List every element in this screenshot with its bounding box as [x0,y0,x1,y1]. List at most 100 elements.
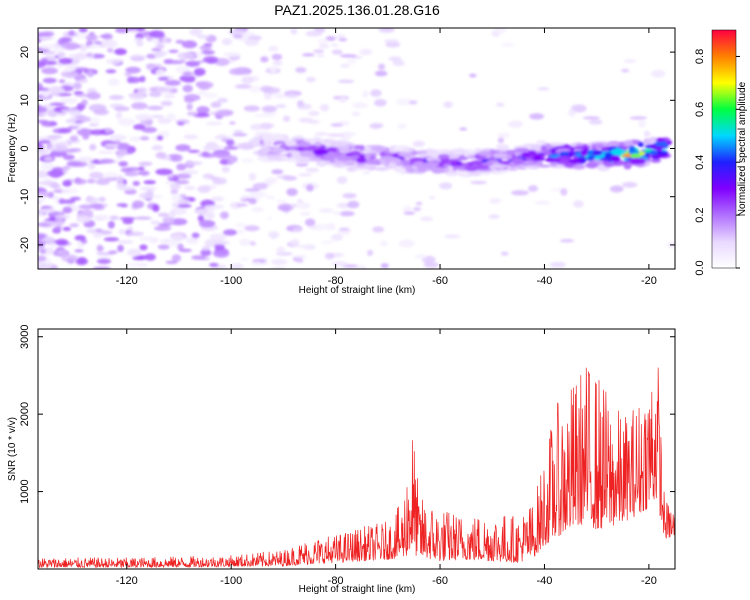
spectrogram-cell [651,69,666,78]
spectrogram-cell [362,170,371,175]
spectrogram-cell [89,171,104,179]
spectrogram-cell [377,63,386,70]
spectrogram-cell [40,162,54,171]
bottom-x-axis-label: Height of straight line (km) [299,584,416,595]
spectrogram-cell [227,155,238,163]
spectrogram-ridge-cell [269,134,285,140]
spectrogram-cell [144,253,156,261]
spectrogram-cell [122,218,134,225]
spectrogram-cell [305,30,323,37]
spectrogram-ridge-cell [330,141,343,147]
spectrogram-cell [229,68,246,76]
spectrogram-ridge-cell [572,165,586,170]
spectrogram-cell [104,127,113,134]
spectrogram-cell [195,81,214,89]
spectrogram-cell [140,170,149,177]
spectrogram-cell [62,226,72,232]
spectrogram-cell [197,90,207,95]
spectrogram-ridge-cell [474,148,482,153]
spectrogram-cell [155,43,165,50]
spectrogram-cell [177,198,190,205]
y-tick-label: 2000 [19,402,31,426]
spectrogram-cell [49,102,66,106]
spectrogram-cell [331,260,348,267]
spectrogram-ridge-cell [356,156,367,164]
spectrogram-cell [104,143,119,148]
spectrogram-cell [489,198,502,204]
y-tick-label: -10 [19,189,31,205]
spectrogram-ridge-cell [312,148,329,156]
bottom-y-axis-label: SNR (10 * v/v) [7,417,18,481]
spectrogram-cell [549,261,566,268]
spectrogram-ridge-cell [413,161,425,168]
spectrogram-cell [340,132,351,141]
spectrogram-cell [497,137,505,144]
spectrogram-ridge-cell [318,160,327,167]
spectrogram-cell [69,117,78,122]
y-tick-label: 0 [19,145,31,151]
spectrogram-ridge-cell [594,143,606,150]
spectrogram-cell [384,39,399,44]
spectrogram-cell [38,36,48,40]
spectrogram-cell [295,259,304,263]
spectrogram-cell [304,218,316,227]
spectrogram-ridge-cell [507,167,518,171]
spectrogram-cell [85,196,99,204]
spectrogram-cell [76,114,85,119]
spectrogram-cell [500,251,509,256]
spectrogram-cell [107,48,114,53]
spectrogram-cell [117,244,124,253]
spectrogram-ridge-cell [568,158,583,164]
spectrogram-cell [331,233,344,241]
spectrogram-cell [115,111,123,120]
colorbar-label: Normalized spectral amplitude [737,81,748,216]
spectrogram-cell [204,205,212,211]
spectrogram-cell [213,152,231,159]
spectrogram-cell [177,121,185,126]
spectrogram-ridge-cell [358,145,365,150]
spectrogram-ridge-cell [480,170,492,176]
spectrogram-cell [69,148,82,153]
spectrogram-cell [134,37,143,42]
spectrogram-cell [413,206,422,212]
spectrogram-cell [443,101,453,108]
spectrogram-ridge-cell [426,149,437,156]
spectrogram-cell [150,114,165,119]
spectrogram-ridge-cell [628,145,636,153]
spectrogram-cell [89,143,97,151]
spectrogram-cell [127,231,144,237]
spectrogram-cell [103,171,119,178]
spectrogram-ridge-cell [379,155,395,161]
spectrogram-cell [148,30,165,39]
spectrogram-cell [305,167,320,173]
spectrogram-ridge-cell [545,157,561,163]
spectrogram-cell [201,151,210,158]
spectrogram-cell [38,181,55,186]
spectrogram-cell [42,77,57,84]
spectrogram-cell [217,97,229,103]
spectrogram-cell [296,100,305,107]
spectrogram-cell [202,56,219,64]
spectrogram-ridge-cell [630,153,641,159]
spectrogram-cell [428,195,436,200]
spectrogram-cell [200,249,212,257]
spectrogram-cell [58,57,73,65]
spectrogram-cell [40,51,57,55]
spectrogram-cell [86,178,96,184]
spectrogram-cell [239,238,251,246]
spectrogram-cell [38,233,45,241]
spectrogram-cell [105,58,122,65]
spectrogram-cell [408,100,418,105]
spectrogram-cell [240,257,249,261]
spectrogram-cell [43,236,55,244]
spectrogram-cell [118,149,125,156]
spectrogram-ridge-cell [522,165,539,169]
spectrogram-cell [275,104,287,109]
spectrogram-cell [268,231,280,239]
spectrogram-cell [177,52,195,60]
spectrogram-ridge-cell [452,148,467,155]
spectrogram-cell [199,45,212,51]
spectrogram-cell [38,191,49,197]
spectrogram-cell [182,84,193,93]
